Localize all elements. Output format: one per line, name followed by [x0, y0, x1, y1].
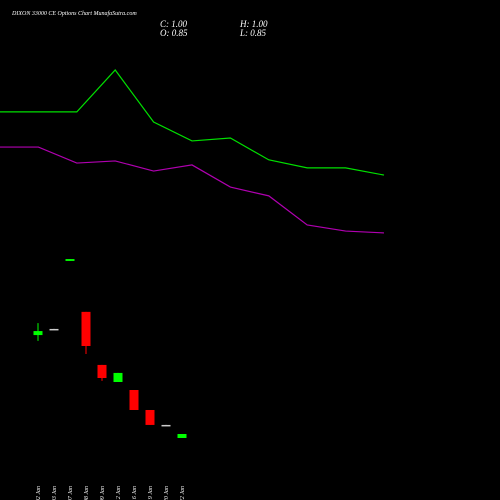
x-tick-label: 08 Jan	[84, 486, 90, 500]
candle-body	[81, 311, 91, 346]
x-tick-label: 07 Jan	[68, 486, 74, 500]
indicator-line	[0, 69, 385, 176]
indicator-line	[0, 146, 385, 234]
candle-body	[113, 372, 123, 382]
x-tick-label: 02 Jan	[36, 486, 42, 500]
candle-body	[33, 331, 43, 336]
x-tick-label: 19 Jan	[148, 486, 154, 500]
candle-body	[129, 389, 139, 410]
candle-body	[161, 424, 171, 427]
candle-body	[145, 409, 155, 425]
x-tick-label: 09 Jan	[100, 486, 106, 500]
chart-title: DIXON 33000 CE Options Chart MunafaSutra…	[11, 10, 137, 17]
candle-body	[97, 364, 107, 378]
x-tick-label: 12 Jan	[116, 486, 122, 500]
x-tick-label: 20 Jan	[164, 486, 170, 500]
info-close: C: 1.00	[160, 19, 188, 29]
x-tick-label: 03 Jan	[52, 486, 58, 500]
x-tick-label: 16 Jan	[132, 486, 138, 500]
candle-body	[177, 433, 187, 438]
info-low: L: 0.85	[239, 28, 267, 38]
info-open: O: 0.85	[160, 28, 188, 38]
candle-body	[49, 328, 59, 331]
info-high: H: 1.00	[239, 19, 268, 29]
x-tick-label: 22 Jan	[180, 486, 186, 500]
candle-body	[65, 259, 75, 261]
